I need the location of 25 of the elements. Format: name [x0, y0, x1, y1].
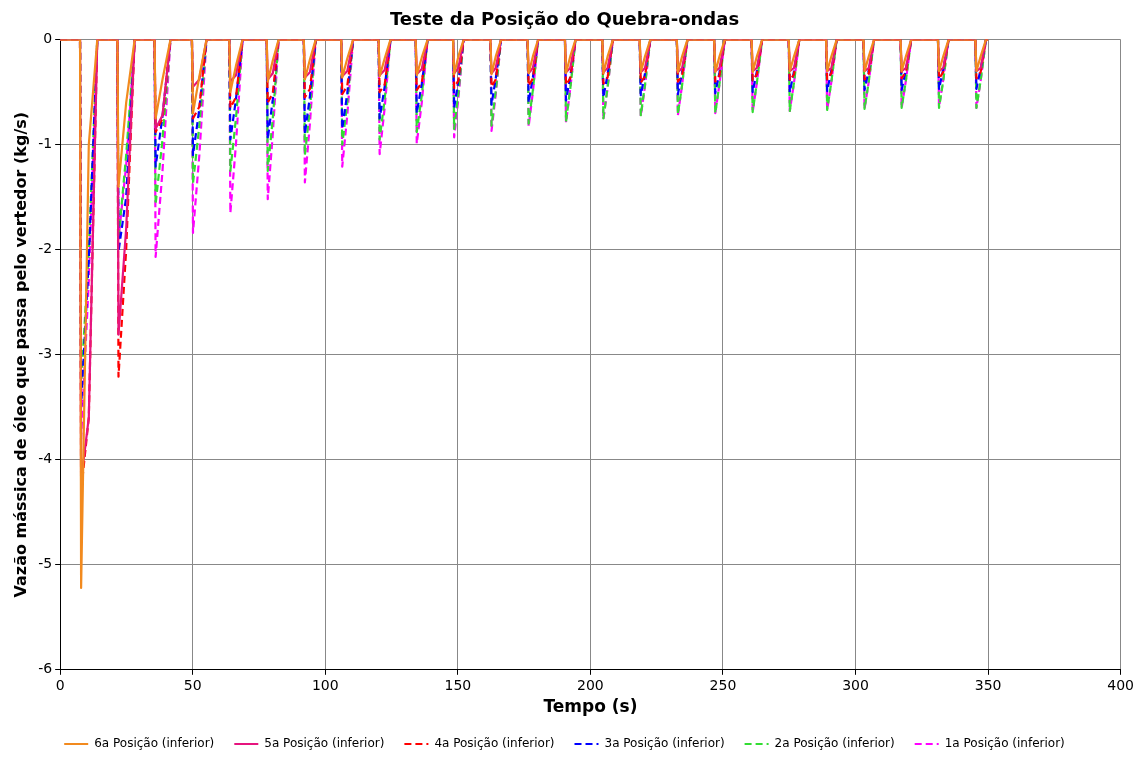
y-tick-label: -3 — [38, 345, 53, 362]
y-tick-label: -1 — [38, 135, 53, 152]
x-tick-label: 150 — [444, 676, 472, 693]
x-tick-label: 0 — [55, 676, 65, 693]
x-tick-label: 200 — [577, 676, 604, 693]
x-tick-label: 50 — [183, 676, 202, 693]
y-tick-label: -2 — [38, 240, 53, 257]
x-tick-label: 350 — [974, 676, 1002, 693]
chart-title: Teste da Posição do Quebra-ondas — [389, 8, 740, 30]
x-tick-label: 100 — [311, 676, 339, 693]
x-tick-label: 400 — [1107, 676, 1135, 693]
y-tick-label: -6 — [38, 660, 53, 677]
legend-label: 2a Posição (inferior) — [774, 736, 895, 751]
legend-label: 3a Posição (inferior) — [604, 736, 725, 751]
legend-label: 5a Posição (inferior) — [264, 736, 385, 751]
x-axis-title: Tempo (s) — [543, 696, 638, 717]
legend-label: 1a Posição (inferior) — [944, 736, 1065, 751]
y-tick-label: -5 — [38, 555, 53, 572]
legend-label: 6a Posição (inferior) — [94, 736, 215, 751]
x-tick-label: 250 — [709, 676, 737, 693]
y-tick-label: -4 — [38, 450, 53, 467]
legend-label: 4a Posição (inferior) — [434, 736, 555, 751]
x-tick-label: 300 — [842, 676, 869, 693]
y-tick-label: 0 — [43, 30, 53, 47]
y-axis-title: Vazão mássica de óleo que passa pelo vertedor (kg/s) — [10, 111, 30, 598]
